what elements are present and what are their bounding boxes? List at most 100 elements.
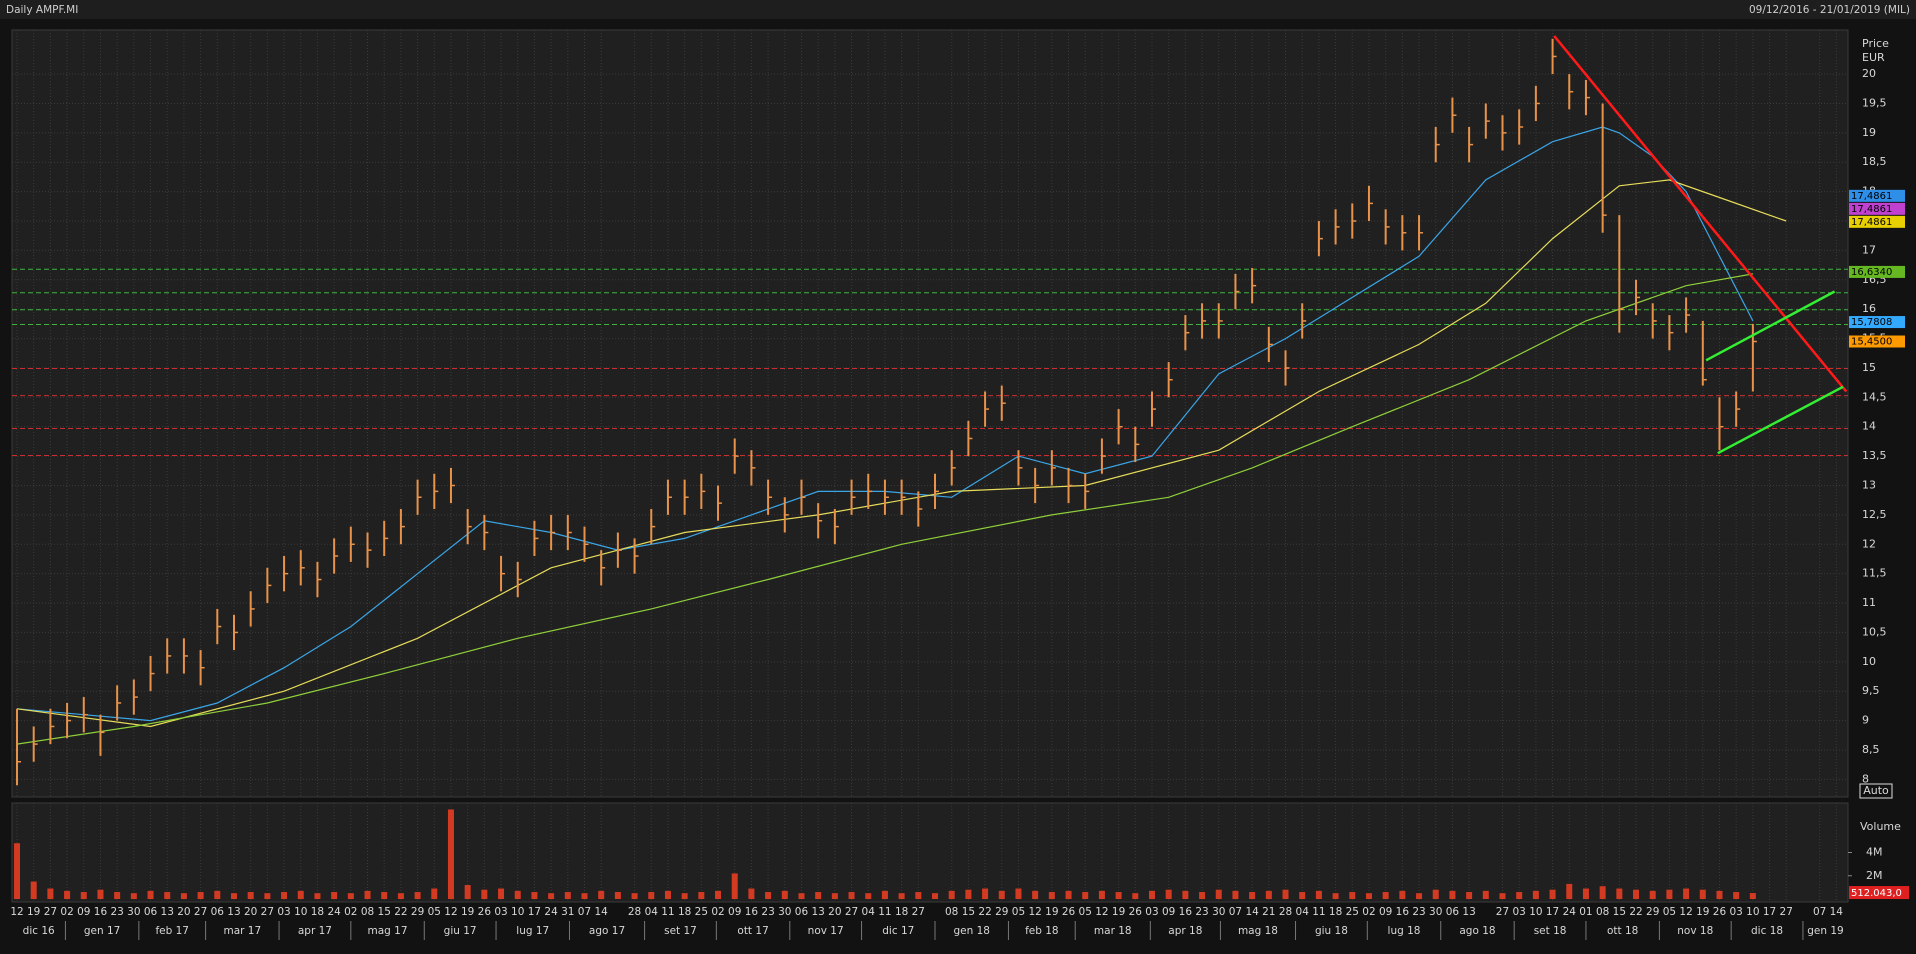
- x-tick-label: 01: [1579, 906, 1592, 918]
- x-tick-label: 13: [1462, 906, 1475, 918]
- month-label: apr 18: [1168, 925, 1202, 937]
- x-tick-label: 15: [378, 906, 391, 918]
- volume-bar: [1365, 893, 1372, 899]
- volume-bar: [80, 892, 87, 899]
- y-tick-label: 13: [1862, 478, 1876, 491]
- volume-bar: [698, 892, 705, 899]
- volume-bar: [397, 893, 404, 899]
- volume-bar: [297, 890, 304, 899]
- volume-bar: [664, 890, 671, 899]
- volume-bar: [915, 892, 922, 899]
- y-tick-label: 11: [1862, 596, 1876, 609]
- x-tick-label: 19: [461, 906, 474, 918]
- volume-bar: [1466, 892, 1473, 899]
- x-tick-label: 27: [1780, 906, 1793, 918]
- y-tick-label: 13,5: [1862, 449, 1887, 462]
- price-label: 15,7808: [1851, 317, 1892, 328]
- x-tick-label: 08: [945, 906, 958, 918]
- x-tick-label: 03: [494, 906, 507, 918]
- volume-bar: [1232, 890, 1239, 899]
- month-label: nov 17: [808, 925, 844, 937]
- x-tick-label: 20: [177, 906, 190, 918]
- auto-label[interactable]: Auto: [1863, 784, 1889, 797]
- volume-bar: [631, 893, 638, 899]
- volume-bar: [815, 892, 822, 899]
- volume-bar: [1032, 890, 1039, 899]
- x-tick-label: 02: [1362, 906, 1375, 918]
- volume-bar: [481, 889, 488, 899]
- x-tick-label: 06: [795, 906, 809, 918]
- moving-average: [16, 273, 1754, 745]
- x-tick-label: 25: [1346, 906, 1359, 918]
- month-label: feb 18: [1025, 925, 1059, 937]
- month-label: giu 17: [444, 925, 477, 937]
- price-label-box: [1849, 316, 1905, 329]
- x-tick-label: 05: [1663, 906, 1676, 918]
- x-tick-label: 23: [1195, 906, 1208, 918]
- x-tick-label: 04: [862, 906, 876, 918]
- y-tick-label: 16: [1862, 302, 1876, 315]
- volume-bar: [47, 888, 54, 899]
- y-axis-label: Price: [1862, 37, 1889, 50]
- volume-bar: [1633, 889, 1640, 899]
- volume-bar: [281, 892, 288, 899]
- x-tick-label: 10: [511, 906, 524, 918]
- y-tick-label: 14,5: [1862, 390, 1887, 403]
- volume-bar: [648, 892, 655, 899]
- x-tick-label: 03: [277, 906, 290, 918]
- x-tick-label: 25: [695, 906, 708, 918]
- volume-bar: [564, 892, 571, 899]
- x-tick-label: 12: [444, 906, 457, 918]
- price-label: 16,6340: [1851, 267, 1892, 278]
- x-tick-label: 12: [1679, 906, 1692, 918]
- month-label: dic 16: [23, 925, 55, 937]
- x-tick-label: 11: [878, 906, 891, 918]
- y-tick-label: 17: [1862, 243, 1876, 256]
- x-tick-label: 08: [361, 906, 374, 918]
- volume-bar: [381, 892, 388, 899]
- x-tick-label: 14: [1245, 906, 1259, 918]
- volume-bar: [614, 892, 621, 899]
- x-tick-label: 03: [1729, 906, 1742, 918]
- x-tick-label: 09: [1379, 906, 1392, 918]
- volume-bar: [514, 890, 521, 899]
- moving-average: [16, 126, 1754, 722]
- volume-bar: [548, 893, 555, 899]
- x-tick-label: 10: [294, 906, 307, 918]
- trendline: [1705, 290, 1836, 362]
- x-tick-label: 27: [912, 906, 925, 918]
- volume-bar: [531, 892, 538, 899]
- x-tick-label: 26: [1713, 906, 1727, 918]
- volume-bar: [1115, 892, 1122, 899]
- auto-button[interactable]: [1859, 783, 1893, 799]
- x-tick-label: 20: [244, 906, 257, 918]
- volume-bar: [1416, 893, 1423, 899]
- x-tick-label: 06: [1446, 906, 1460, 918]
- volume-bar: [681, 893, 688, 899]
- volume-bar: [1699, 889, 1706, 899]
- volume-bar: [1549, 889, 1556, 899]
- x-tick-label: 14: [1830, 906, 1844, 918]
- volume-bar: [881, 890, 888, 899]
- volume-bar: [498, 888, 505, 899]
- x-tick-label: 18: [678, 906, 691, 918]
- plot-layer: 8 8,5 9 9,5 10 10,5 11 11,5 12 12,5 13 13,5 14 14,5 15…: [10, 30, 1909, 940]
- volume-bar: [948, 890, 955, 899]
- volume-bar: [1132, 893, 1139, 899]
- x-tick-label: 27: [261, 906, 274, 918]
- month-label: ago 18: [1459, 925, 1495, 937]
- price-label: 17,4861: [1851, 217, 1892, 228]
- month-label: lug 17: [516, 925, 549, 937]
- y-tick-label: 12,5: [1862, 508, 1887, 521]
- volume-bar: [331, 892, 338, 899]
- trendline: [1553, 35, 1848, 393]
- x-tick-label: 07: [1813, 906, 1826, 918]
- volume-bar: [1666, 889, 1673, 899]
- x-tick-label: 20: [828, 906, 841, 918]
- y-tick-label: 9: [1862, 714, 1869, 727]
- volume-bar: [1065, 890, 1072, 899]
- x-tick-label: 16: [1179, 906, 1193, 918]
- x-tick-label: 30: [127, 906, 140, 918]
- volume-bar: [197, 892, 204, 899]
- y-tick-label: 19,5: [1862, 96, 1887, 109]
